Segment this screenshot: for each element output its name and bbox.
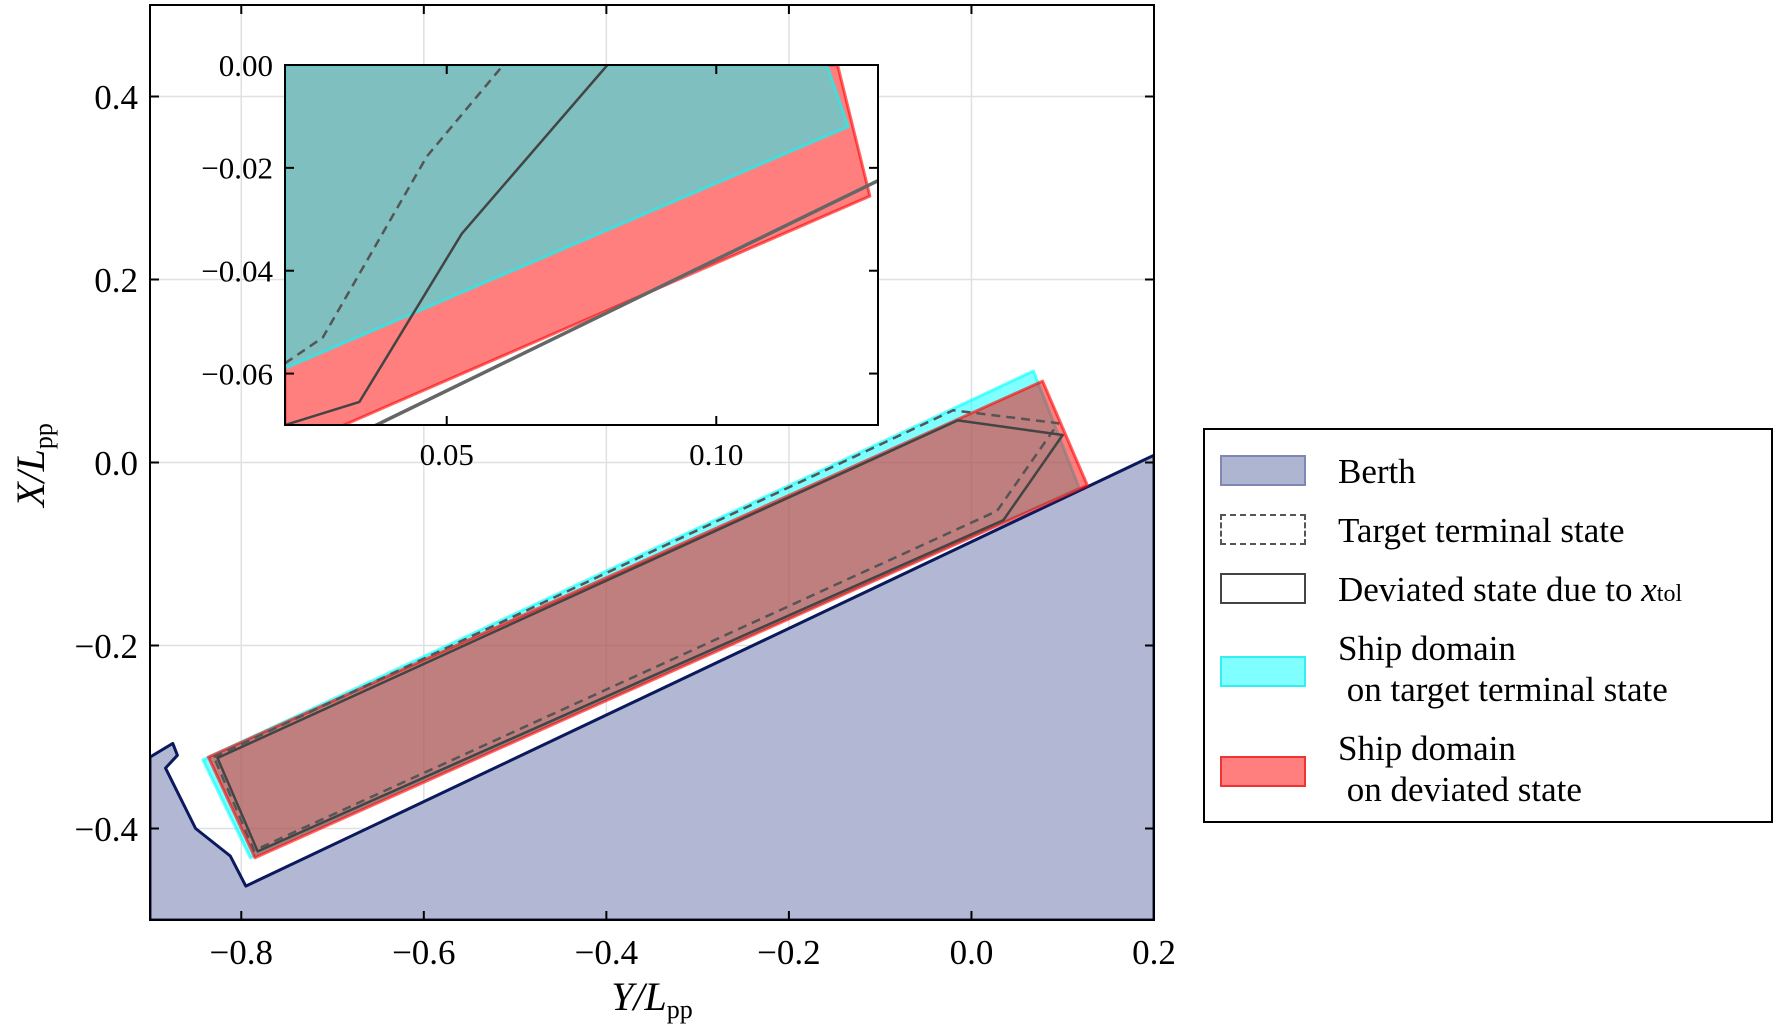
legend-label-domain-deviated: Ship domain on deviated state (1338, 729, 1582, 809)
legend-math-x: x (1641, 570, 1657, 609)
berth-swatch (1220, 455, 1306, 486)
inset-xtick-label-1: 0.10 (689, 437, 743, 472)
main-xtick-label-4: 0.0 (950, 933, 994, 972)
target-swatch (1220, 514, 1306, 545)
y-axis-label: X/Lpp (8, 423, 58, 509)
legend-label-berth: Berth (1338, 452, 1416, 491)
deviated-swatch (1220, 573, 1306, 604)
main-xtick-label-2: −0.4 (575, 933, 639, 972)
main-series-berth-0 (150, 453, 1154, 920)
legend-math-sub: tol (1656, 581, 1683, 607)
inset-xtick-label-0: 0.05 (420, 437, 474, 472)
main-ytick-label-1: −0.2 (75, 627, 139, 666)
inset-series-outline-dashed-4 (285, 65, 505, 365)
main-xtick-label-5: 0.2 (1132, 933, 1176, 972)
domain-deviated-swatch (1220, 756, 1306, 787)
x-axis-label: Y/Lpp (611, 974, 693, 1024)
legend-label-target: Target terminal state (1338, 511, 1625, 550)
main-series-outline-solid-4 (216, 419, 1064, 853)
inset-ytick-label-2: −0.04 (201, 254, 273, 289)
main-series-outline-dashed-3 (212, 409, 1060, 852)
main-xtick-label-1: −0.6 (392, 933, 456, 972)
legend: Berth Target terminal state Deviated sta… (1203, 428, 1773, 823)
main-ytick-label-0: −0.4 (75, 810, 139, 849)
inset-frame (284, 64, 879, 426)
domain-target-swatch (1220, 656, 1306, 687)
inset-ytick-label-1: −0.02 (201, 151, 273, 186)
main-series-domain-deviated-2 (206, 379, 1089, 860)
legend-label-domain-target: Ship domain on target terminal state (1338, 629, 1668, 709)
inset-ytick-label-3: −0.06 (201, 356, 273, 391)
inset-series-berth-line-2 (372, 179, 878, 425)
main-ytick-label-4: 0.4 (94, 78, 138, 117)
legend-label-deviated-text: Deviated state due to (1338, 570, 1642, 609)
main-ytick-label-3: 0.2 (94, 261, 138, 300)
legend-label-deviated: Deviated state due to xtol (1338, 569, 1682, 615)
inset-ytick-label-0: 0.00 (219, 48, 273, 83)
main-xtick-label-0: −0.8 (210, 933, 274, 972)
main-xtick-label-3: −0.2 (757, 933, 821, 972)
inset-series-outline-solid-5 (285, 65, 609, 425)
main-ytick-label-2: 0.0 (94, 444, 138, 483)
